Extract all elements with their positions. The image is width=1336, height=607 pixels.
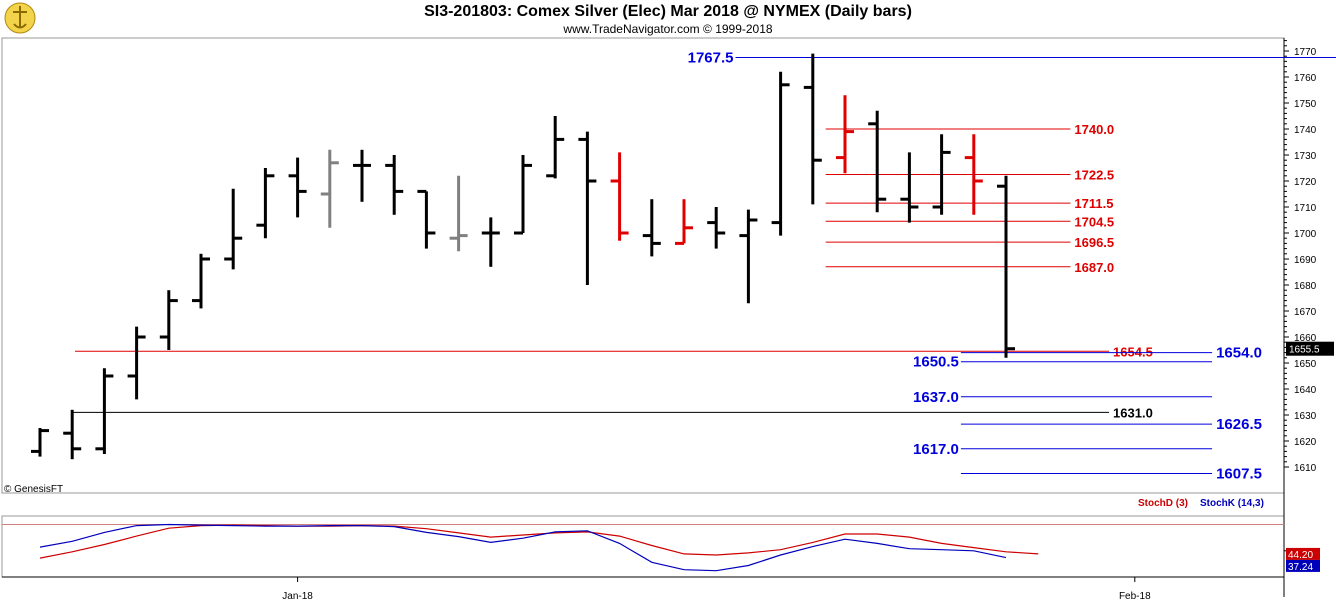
date-tick-label: Feb-18 bbox=[1119, 591, 1151, 602]
date-tick-label: Jan-18 bbox=[282, 591, 313, 602]
price-tick-label: 1640 bbox=[1294, 385, 1317, 396]
price-tick-label: 1610 bbox=[1294, 463, 1317, 474]
chart-header: SI3-201803: Comex Silver (Elec) Mar 2018… bbox=[0, 0, 1336, 38]
price-tick-label: 1700 bbox=[1294, 229, 1317, 240]
copyright-label: © GenesisFT bbox=[4, 484, 63, 495]
stoch-k-legend: StochK (14,3) bbox=[1200, 498, 1264, 509]
stoch-k-tag bbox=[1286, 559, 1320, 572]
level-label: 1626.5 bbox=[1216, 416, 1262, 433]
price-tick-label: 1630 bbox=[1294, 411, 1317, 422]
stochastic-k-line bbox=[39, 523, 1007, 572]
level-lines: 1767.5 1740.0 1722.5 1711.5 1704.5 1696.5 1687… bbox=[72, 50, 1336, 483]
stochastic-d-line bbox=[39, 524, 1039, 559]
price-tick-label: 1770 bbox=[1294, 47, 1317, 58]
price-tick-label: 1710 bbox=[1294, 203, 1317, 214]
price-tick-label: 1620 bbox=[1294, 437, 1317, 448]
price-tick-label: 1730 bbox=[1294, 151, 1317, 162]
price-tick-label: 1750 bbox=[1294, 99, 1317, 110]
level-label: 1607.5 bbox=[1216, 466, 1262, 483]
level-label: 1704.5 bbox=[1074, 214, 1114, 229]
ohlc-bars bbox=[31, 53, 1015, 460]
stoch-d-value: 44.20 bbox=[1288, 550, 1313, 561]
stoch-k-value: 37.24 bbox=[1288, 562, 1313, 573]
last-price-label: 1655.5 bbox=[1289, 345, 1320, 356]
genesis-logo-icon bbox=[4, 2, 36, 34]
level-label: 1687.0 bbox=[1074, 260, 1114, 275]
level-label: 1711.5 bbox=[1074, 196, 1113, 211]
price-tick-label: 1680 bbox=[1294, 281, 1317, 292]
level-label: 1740.0 bbox=[1074, 122, 1114, 137]
stoch-d-tag bbox=[1286, 547, 1320, 560]
level-label: 1617.0 bbox=[913, 441, 959, 458]
price-tick-label: 1760 bbox=[1294, 73, 1317, 84]
chart-subtitle: www.TradeNavigator.com © 1999-2018 bbox=[563, 22, 773, 36]
level-label: 1767.5 bbox=[688, 50, 734, 67]
price-tick-label: 1720 bbox=[1294, 177, 1317, 188]
level-label: 1696.5 bbox=[1074, 235, 1114, 250]
level-label: 1654.5 bbox=[1113, 344, 1153, 359]
price-tick-label: 1660 bbox=[1294, 333, 1317, 344]
level-label: 1650.5 bbox=[913, 354, 959, 371]
level-label: 1637.0 bbox=[913, 389, 959, 406]
level-label: 1654.0 bbox=[1216, 345, 1262, 362]
price-tick-label: 1670 bbox=[1294, 307, 1317, 318]
price-tick-label: 1650 bbox=[1294, 359, 1317, 370]
price-tick-label: 1690 bbox=[1294, 255, 1317, 266]
level-label: 1631.0 bbox=[1113, 405, 1153, 420]
stoch-d-legend: StochD (3) bbox=[1138, 498, 1188, 509]
price-axis: 1610 1620 1630 1640 1650 1660 1670 1680 1690 1700… bbox=[1284, 40, 1334, 474]
date-axis: Jan-18 Feb-18 bbox=[2, 576, 1284, 602]
chart-title: SI3-201803: Comex Silver (Elec) Mar 2018… bbox=[424, 3, 912, 20]
price-tick-label: 1740 bbox=[1294, 125, 1317, 136]
last-price-tag bbox=[1286, 341, 1334, 356]
level-label: 1722.5 bbox=[1074, 168, 1114, 183]
